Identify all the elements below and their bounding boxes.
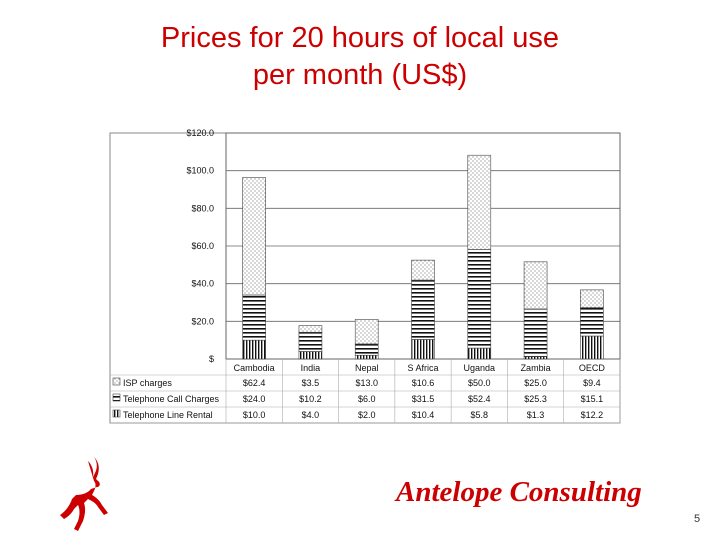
bar-segment	[354, 354, 379, 360]
y-tick-label: $20.0	[191, 316, 214, 326]
bar-segment	[298, 331, 323, 352]
y-tick-label: $80.0	[191, 203, 214, 213]
x-tick-label: Uganda	[464, 363, 496, 373]
page-number: 5	[694, 513, 701, 525]
data-table-value: $25.0	[524, 378, 547, 388]
data-table-value: $10.0	[243, 410, 266, 420]
legend-label: ISP charges	[123, 378, 172, 388]
y-tick-label: $120.0	[186, 128, 214, 138]
data-table-value: $9.4	[583, 378, 601, 388]
data-table-value: $25.3	[524, 394, 547, 404]
antelope-icon	[60, 457, 108, 531]
bar-segment	[580, 307, 604, 337]
bar-segment	[354, 343, 379, 356]
data-table-value: $10.4	[412, 410, 435, 420]
x-tick-label: OECD	[579, 363, 606, 373]
bar-segment	[523, 308, 548, 357]
legend-swatch	[112, 377, 121, 386]
bar-segment	[467, 154, 492, 250]
data-table-value: $5.8	[471, 410, 489, 420]
y-tick-label: $40.0	[191, 279, 214, 289]
y-tick-label: $60.0	[191, 241, 214, 251]
data-table-value: $4.0	[302, 410, 320, 420]
data-table-value: $10.2	[299, 394, 322, 404]
data-table-value: $31.5	[412, 394, 435, 404]
x-tick-label: S Africa	[407, 363, 438, 373]
bar-segment	[242, 339, 266, 360]
slide-title: Prices for 20 hours of local use per mon…	[0, 20, 720, 94]
data-table-value: $62.4	[243, 378, 266, 388]
bar-segment	[354, 319, 379, 345]
data-table-value: $50.0	[468, 378, 491, 388]
title-line-2: per month (US$)	[252, 59, 468, 91]
data-table-value: $10.6	[412, 378, 435, 388]
bar-segment	[467, 347, 492, 360]
data-table-value: $6.0	[358, 394, 376, 404]
bar-segment	[242, 294, 266, 341]
data-table-value: $1.3	[527, 410, 545, 420]
x-tick-label: Nepal	[355, 363, 379, 373]
y-tick-label: $	[209, 354, 214, 364]
x-tick-label: India	[301, 363, 321, 373]
brand-name: Antelope Consulting	[396, 476, 642, 508]
legend-swatch	[112, 409, 121, 418]
data-table-value: $52.4	[468, 394, 491, 404]
legend-label: Telephone Call Charges	[123, 394, 220, 404]
x-tick-label: Zambia	[521, 363, 551, 373]
data-table-value: $13.0	[355, 378, 378, 388]
bar-segment	[298, 351, 323, 360]
bar-segment	[411, 339, 435, 360]
data-table-value: $24.0	[243, 394, 266, 404]
y-tick-label: $100.0	[186, 166, 214, 176]
bar-segment	[298, 325, 323, 333]
bar-segment	[523, 261, 548, 310]
bar-segment	[523, 356, 548, 360]
data-table-value: $2.0	[358, 410, 376, 420]
data-table-value: $12.2	[581, 410, 604, 420]
bar-segment	[467, 249, 492, 349]
bar-segment	[580, 289, 604, 308]
data-table-value: $3.5	[302, 378, 320, 388]
bar-segment	[411, 259, 435, 281]
bar-segment	[580, 335, 604, 360]
legend-label: Telephone Line Rental	[123, 410, 213, 420]
bar-segment	[242, 177, 266, 296]
x-tick-label: Cambodia	[234, 363, 275, 373]
bar-segment	[411, 279, 435, 340]
title-line-1: Prices for 20 hours of local use	[160, 22, 560, 54]
legend-swatch	[112, 393, 121, 402]
data-table-value: $15.1	[581, 394, 604, 404]
